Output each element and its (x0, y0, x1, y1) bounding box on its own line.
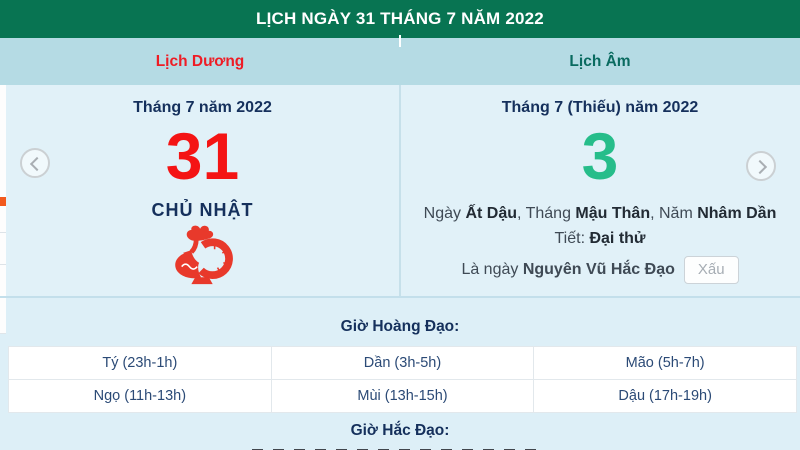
chevron-left-icon (29, 156, 45, 172)
prev-day-button[interactable] (20, 148, 50, 178)
day-nature-line: Là ngày Nguyên Vũ Hắc Đạo Xấu (400, 256, 800, 284)
canchi-month-label: , Tháng (517, 205, 576, 222)
page-title: LỊCH NGÀY 31 THÁNG 7 NĂM 2022 (256, 9, 544, 28)
auspicious-hours-title: Giờ Hoàng Đạo: (340, 318, 460, 335)
page-edge-artifact (0, 298, 6, 334)
day-nature-prefix: Là ngày (461, 261, 523, 278)
day-nature-text: Là ngày Nguyên Vũ Hắc Đạo (461, 261, 674, 279)
auspicious-hours-table: Tý (23h-1h) Dần (3h-5h) Mão (5h-7h) Ngọ … (8, 346, 797, 413)
solar-panel: Tháng 7 năm 2022 31 CHỦ NHẬT (6, 85, 399, 296)
solar-month-title: Tháng 7 năm 2022 (133, 99, 272, 116)
canchi-day-value: Ất Dậu (465, 205, 517, 222)
day-nature-value: Nguyên Vũ Hắc Đạo (522, 261, 675, 278)
lunar-panel: Tháng 7 (Thiếu) năm 2022 3 Ngày Ất Dậu, … (400, 85, 800, 296)
tab-solar-calendar[interactable]: Lịch Dương (0, 38, 400, 85)
solar-term-label: Tiết: (554, 230, 590, 247)
page-edge-artifact (0, 85, 6, 296)
hour-cell: Mão (5h-7h) (534, 347, 796, 379)
bad-day-badge: Xấu (683, 256, 739, 284)
hour-cell: Tý (23h-1h) (9, 347, 271, 379)
solar-term-value: Đại thử (589, 230, 646, 247)
page-edge-artifact (0, 232, 6, 233)
rooster-icon (6, 224, 399, 291)
panel-divider (399, 85, 401, 296)
canchi-year-label: , Năm (650, 205, 698, 222)
page-header: LỊCH NGÀY 31 THÁNG 7 NĂM 2022 (0, 0, 800, 38)
canchi-line: Ngày Ất Dậu, Tháng Mậu Thân, Năm Nhâm Dầ… (400, 205, 800, 223)
tab-lunar-label: Lịch Âm (569, 52, 631, 70)
tab-solar-label: Lịch Dương (155, 52, 245, 70)
next-day-button[interactable] (746, 151, 776, 181)
page-edge-artifact (0, 197, 6, 206)
canchi-year-value: Nhâm Dần (697, 205, 777, 222)
hour-cell: Dần (3h-5h) (271, 347, 534, 379)
lunar-day-number: 3 (581, 119, 619, 193)
inauspicious-hours-title: Giờ Hắc Đạo: (350, 422, 450, 439)
canchi-month-value: Mậu Thân (575, 205, 651, 222)
tab-divider (399, 35, 401, 47)
hour-cell: Ngọ (11h-13h) (9, 380, 271, 412)
hour-cell: Dậu (17h-19h) (534, 380, 796, 412)
lunar-month-title: Tháng 7 (Thiếu) năm 2022 (501, 99, 699, 116)
tab-lunar-calendar[interactable]: Lịch Âm (400, 38, 800, 85)
solar-weekday: CHỦ NHẬT (151, 200, 254, 220)
chevron-right-icon (752, 159, 768, 175)
solar-term-line: Tiết: Đại thử (400, 230, 800, 248)
page-edge-artifact (0, 264, 6, 265)
hour-cell: Mùi (13h-15h) (271, 380, 534, 412)
hours-section: Giờ Hoàng Đạo: Tý (23h-1h) Dần (3h-5h) M… (0, 296, 800, 450)
solar-day-number: 31 (165, 119, 240, 193)
canchi-day-label: Ngày (423, 205, 466, 222)
